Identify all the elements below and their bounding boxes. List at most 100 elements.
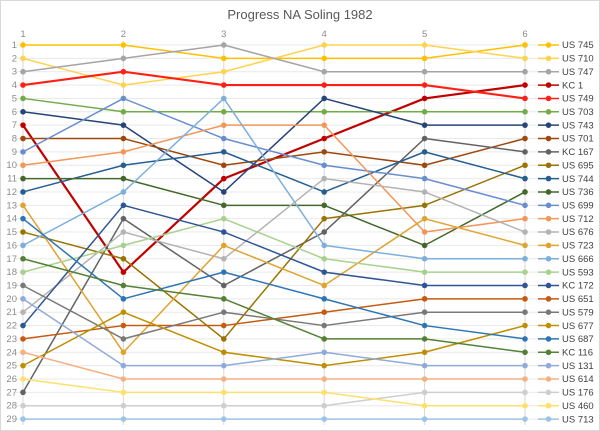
series-marker-US-712: [522, 215, 528, 222]
series-marker-US-736: [221, 202, 227, 209]
y-axis-tick-label: 22: [6, 321, 17, 332]
legend-marker: [545, 362, 552, 369]
series-marker-US-579: [421, 309, 428, 316]
legend-marker: [545, 135, 552, 142]
series-marker-US-745: [421, 55, 428, 62]
series-marker-US-699: [321, 162, 328, 169]
series-marker-US-744: [221, 149, 227, 155]
series-marker-US-747: [522, 68, 528, 75]
legend-label: US 736: [562, 187, 594, 198]
series-marker-US-747: [421, 68, 428, 75]
series-marker-US-176: [421, 389, 428, 396]
series-line-KC-116: [22, 258, 526, 354]
legend-marker: [545, 322, 552, 329]
series-marker-US-743: [421, 122, 428, 128]
series-marker-US-695: [20, 229, 26, 235]
series-line-US-747: [22, 44, 525, 73]
legend-marker: [545, 42, 552, 48]
legend-label: US 176: [562, 388, 594, 399]
series-marker-US-460: [120, 389, 127, 396]
series-marker-US-593: [321, 255, 328, 262]
series-marker-US-579: [221, 309, 227, 316]
series-marker-KC-1: [421, 95, 428, 102]
series-marker-US-703: [421, 109, 428, 115]
series-marker-US-676: [522, 229, 528, 235]
series-marker-US-666: [120, 189, 127, 195]
series-marker-KC-172: [421, 282, 428, 289]
y-axis-tick-label: 2: [12, 53, 17, 64]
x-axis-tick-label: 2: [121, 29, 126, 40]
series-marker-US-460: [421, 402, 428, 409]
series-marker-KC-1: [321, 135, 328, 142]
series-marker-US-723: [120, 349, 127, 356]
series-marker-US-710: [522, 55, 528, 62]
series-marker-KC-116: [421, 336, 428, 342]
series-marker-US-723: [522, 242, 528, 249]
series-line-US-743: [22, 97, 525, 193]
legend-label: US 651: [562, 294, 594, 305]
series-marker-US-712: [421, 229, 428, 235]
x-axis-tick-label: 6: [522, 29, 527, 40]
series-marker-US-744: [120, 162, 127, 169]
series-marker-US-744: [20, 189, 26, 195]
series-marker-US-744: [522, 175, 528, 182]
series-marker-US-176: [120, 402, 127, 409]
series-marker-US-712: [321, 122, 328, 128]
legend-label: KC 167: [562, 147, 594, 158]
series-marker-US-745: [221, 55, 227, 62]
legend-label: US 743: [562, 120, 594, 131]
series-marker-US-744: [421, 149, 428, 155]
series-marker-US-593: [421, 269, 428, 275]
legend-label: KC 116: [562, 347, 593, 358]
series-marker-US-701: [20, 135, 26, 142]
y-axis-tick-label: 21: [6, 307, 17, 318]
series-marker-US-701: [522, 135, 528, 142]
series-line-US-699: [22, 97, 526, 207]
legend-marker: [545, 242, 552, 249]
y-axis-tick-label: 9: [12, 147, 17, 158]
y-axis-tick-label: 3: [12, 67, 17, 78]
series-marker-US-695: [522, 162, 528, 169]
legend-marker: [545, 416, 552, 422]
y-axis-tick-label: 12: [6, 187, 17, 198]
legend-marker: [545, 376, 552, 382]
series-line-US-666: [22, 97, 525, 260]
legend-marker: [545, 309, 552, 316]
series-marker-KC-1: [120, 269, 127, 275]
x-axis-tick-label: 4: [322, 29, 327, 40]
series-marker-US-710: [120, 82, 127, 88]
series-marker-US-666: [522, 255, 528, 262]
y-axis-tick-label: 16: [6, 240, 17, 251]
series-line-US-460: [22, 378, 525, 407]
series-marker-US-687: [421, 322, 428, 329]
series-marker-US-176: [321, 402, 328, 409]
series-marker-US-614: [120, 376, 127, 382]
y-axis-tick-label: 13: [6, 200, 17, 211]
y-axis-tick-label: 18: [6, 267, 17, 278]
y-axis-tick-label: 29: [6, 414, 17, 425]
legend-label: US 676: [562, 227, 594, 238]
x-axis-tick-label: 1: [20, 29, 25, 40]
y-axis-tick-label: 26: [6, 374, 17, 385]
y-axis-tick-label: 17: [6, 254, 17, 265]
series-line-KC-167: [22, 137, 526, 393]
y-axis-tick-label: 4: [12, 80, 17, 91]
series-marker-US-701: [321, 149, 328, 155]
series-line-US-676: [22, 177, 526, 313]
legend-label: US 701: [562, 134, 594, 145]
series-marker-US-593: [20, 269, 26, 275]
series-marker-US-676: [120, 229, 127, 235]
series-marker-US-701: [120, 135, 127, 142]
series-marker-US-713: [321, 416, 328, 422]
legend-label: US 703: [562, 107, 594, 118]
series-marker-US-736: [421, 242, 428, 249]
series-marker-US-460: [221, 389, 227, 396]
legend-marker: [545, 282, 552, 289]
legend-label: US 695: [562, 160, 594, 171]
legend-marker: [545, 215, 552, 222]
series-line-US-176: [23, 391, 525, 407]
y-axis-tick-label: 10: [6, 160, 17, 171]
series-marker-US-703: [321, 109, 328, 115]
legend-marker: [545, 95, 552, 102]
series-marker-US-593: [221, 215, 227, 222]
